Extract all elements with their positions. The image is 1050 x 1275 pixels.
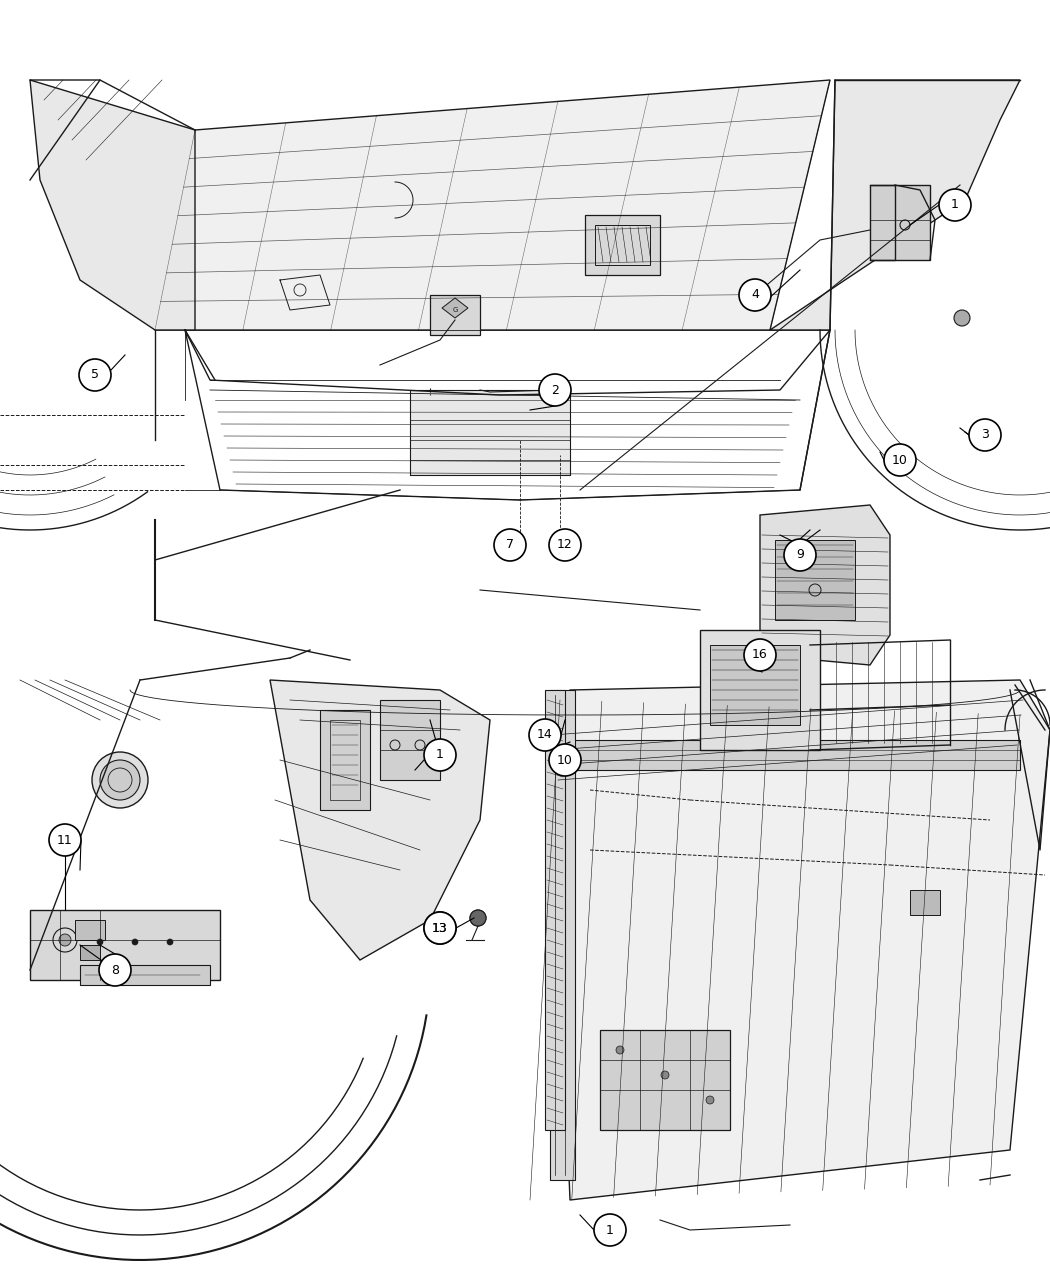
Circle shape: [100, 760, 140, 799]
Polygon shape: [550, 680, 1050, 1200]
Polygon shape: [30, 80, 195, 330]
Circle shape: [739, 279, 771, 311]
Circle shape: [662, 1071, 669, 1079]
Text: 16: 16: [752, 649, 768, 662]
Circle shape: [884, 444, 916, 476]
Circle shape: [539, 374, 571, 405]
Bar: [545, 690, 565, 1130]
Bar: [410, 390, 570, 476]
Bar: [320, 710, 370, 810]
Bar: [910, 890, 940, 915]
Circle shape: [99, 954, 131, 986]
Text: 4: 4: [751, 288, 759, 301]
Bar: [600, 1030, 730, 1130]
Bar: [870, 185, 930, 260]
Text: 10: 10: [558, 754, 573, 766]
Bar: [550, 690, 575, 1179]
Polygon shape: [760, 505, 890, 666]
Circle shape: [97, 938, 103, 945]
Bar: [710, 645, 800, 725]
Circle shape: [594, 1214, 626, 1246]
Circle shape: [744, 639, 776, 671]
Text: 1: 1: [606, 1224, 614, 1237]
Text: 14: 14: [538, 728, 553, 742]
Bar: [775, 541, 855, 620]
Polygon shape: [442, 298, 468, 317]
Text: 11: 11: [57, 834, 72, 847]
Bar: [30, 910, 220, 980]
Circle shape: [132, 938, 138, 945]
Text: G: G: [453, 307, 458, 312]
Text: 9: 9: [796, 548, 804, 561]
Circle shape: [954, 310, 970, 326]
Text: 2: 2: [551, 384, 559, 397]
Text: 3: 3: [981, 428, 989, 441]
Text: 8: 8: [111, 964, 119, 977]
Bar: [430, 295, 480, 335]
Circle shape: [529, 719, 561, 751]
Circle shape: [470, 910, 486, 926]
Bar: [75, 921, 105, 940]
Circle shape: [939, 189, 971, 221]
Bar: [700, 630, 820, 750]
Circle shape: [79, 360, 111, 391]
Text: 12: 12: [558, 538, 573, 552]
Circle shape: [424, 912, 456, 944]
Circle shape: [494, 529, 526, 561]
Text: 5: 5: [91, 368, 99, 381]
Text: 7: 7: [506, 538, 514, 552]
Circle shape: [470, 910, 486, 926]
Bar: [80, 965, 210, 986]
Circle shape: [92, 752, 148, 808]
Bar: [585, 215, 660, 275]
Bar: [80, 945, 100, 960]
Circle shape: [784, 539, 816, 571]
Circle shape: [616, 1046, 624, 1054]
Circle shape: [424, 912, 456, 944]
Circle shape: [549, 745, 581, 776]
Bar: [570, 740, 1020, 770]
Text: 1: 1: [436, 748, 444, 761]
Circle shape: [59, 935, 71, 946]
Circle shape: [549, 529, 581, 561]
Circle shape: [706, 1096, 714, 1104]
Text: 10: 10: [892, 454, 908, 467]
Circle shape: [49, 824, 81, 856]
Circle shape: [424, 740, 456, 771]
Polygon shape: [270, 680, 490, 960]
Bar: [595, 224, 650, 265]
Text: 13: 13: [433, 922, 448, 935]
Bar: [380, 700, 440, 780]
Circle shape: [969, 419, 1001, 451]
Text: 13: 13: [433, 922, 448, 935]
Bar: [330, 720, 360, 799]
Circle shape: [167, 938, 173, 945]
Text: 1: 1: [951, 199, 959, 212]
Polygon shape: [770, 80, 1020, 330]
Polygon shape: [155, 80, 830, 330]
